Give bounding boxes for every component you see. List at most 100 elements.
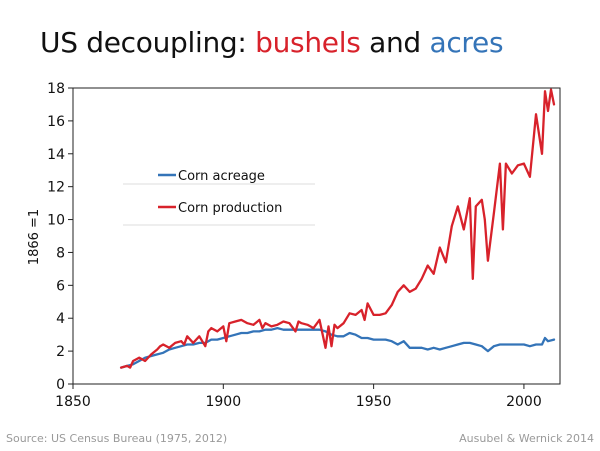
data-point [270,328,273,331]
data-point [414,346,417,349]
data-point [517,343,519,346]
credit-note: Ausubel & Wernick 2014 [459,432,594,445]
data-point [408,346,411,349]
x-tick-label: 2000 [506,394,542,410]
data-point [553,338,555,341]
data-point [462,228,465,231]
data-point [553,103,555,106]
data-point [324,346,327,349]
y-tick-label: 16 [47,114,65,130]
legend-label: Corn acreage [178,169,265,184]
data-point [402,340,405,343]
data-point [156,348,159,351]
data-point [372,338,375,341]
data-point [258,330,261,333]
data-point [456,205,459,208]
data-point [132,360,135,362]
y-tick-label: 10 [47,213,65,229]
data-point [300,328,303,331]
data-point [444,346,447,349]
data-point [363,319,366,321]
data-point [282,320,285,323]
data-point [483,218,486,221]
y-tick-label: 6 [56,278,65,294]
data-point [444,261,447,264]
data-point [342,335,345,338]
data-point [234,333,237,336]
data-point [162,343,165,346]
data-point [324,330,327,333]
data-point [535,113,537,116]
data-point [120,366,122,369]
data-point [180,340,183,343]
data-point [541,152,543,155]
data-point [360,337,363,339]
data-point [502,228,504,231]
data-point [547,340,549,343]
data-point [228,322,231,325]
data-point [348,332,351,334]
data-point [207,330,210,333]
title-part-bushels: bushels [255,26,361,59]
data-point [288,328,291,331]
data-point [204,345,207,348]
data-point [408,291,411,293]
data-point [270,325,273,328]
y-tick-label: 14 [47,147,65,163]
data-point [450,345,453,348]
data-point [126,365,128,367]
data-point [216,330,219,333]
data-point [396,291,399,293]
data-point [276,327,279,329]
y-tick-label: 0 [56,377,65,393]
data-point [499,343,501,346]
data-point [225,340,228,343]
data-point [523,343,525,346]
data-point [186,335,189,338]
data-point [420,346,423,349]
title-part-3: and [360,26,430,59]
data-point [426,348,429,351]
data-point [432,346,435,349]
data-point [366,337,369,339]
series-line-corn-production [119,88,556,369]
series-line-corn-acreage [119,326,556,369]
data-point [246,332,249,334]
data-point [144,360,147,362]
data-point [462,342,465,344]
data-point [141,358,144,361]
data-point [183,343,186,346]
data-point [390,340,393,343]
data-point [192,343,195,346]
data-point [505,162,507,165]
data-point [180,345,183,348]
data-point [318,328,321,331]
data-point [480,198,483,201]
data-point [396,343,399,346]
data-point [384,312,387,315]
legend-label: Corn production [178,201,282,216]
y-tick-label: 12 [47,180,65,196]
data-point [258,319,261,321]
chart-series [119,88,556,369]
source-note: Source: US Census Bureau (1975, 2012) [6,432,228,445]
data-point [150,353,153,356]
data-point [541,343,543,346]
data-point [168,348,171,351]
data-point [372,314,375,316]
data-point [192,342,195,344]
data-point [348,312,351,315]
data-point [159,345,162,348]
data-point [487,350,489,352]
data-point [336,335,339,338]
data-point [252,323,255,326]
data-point [312,328,315,331]
data-point [471,277,474,280]
data-point [240,332,243,334]
data-point [438,348,441,351]
data-point [129,366,132,369]
data-point [261,327,264,329]
data-point [312,327,315,329]
data-point [264,322,267,325]
